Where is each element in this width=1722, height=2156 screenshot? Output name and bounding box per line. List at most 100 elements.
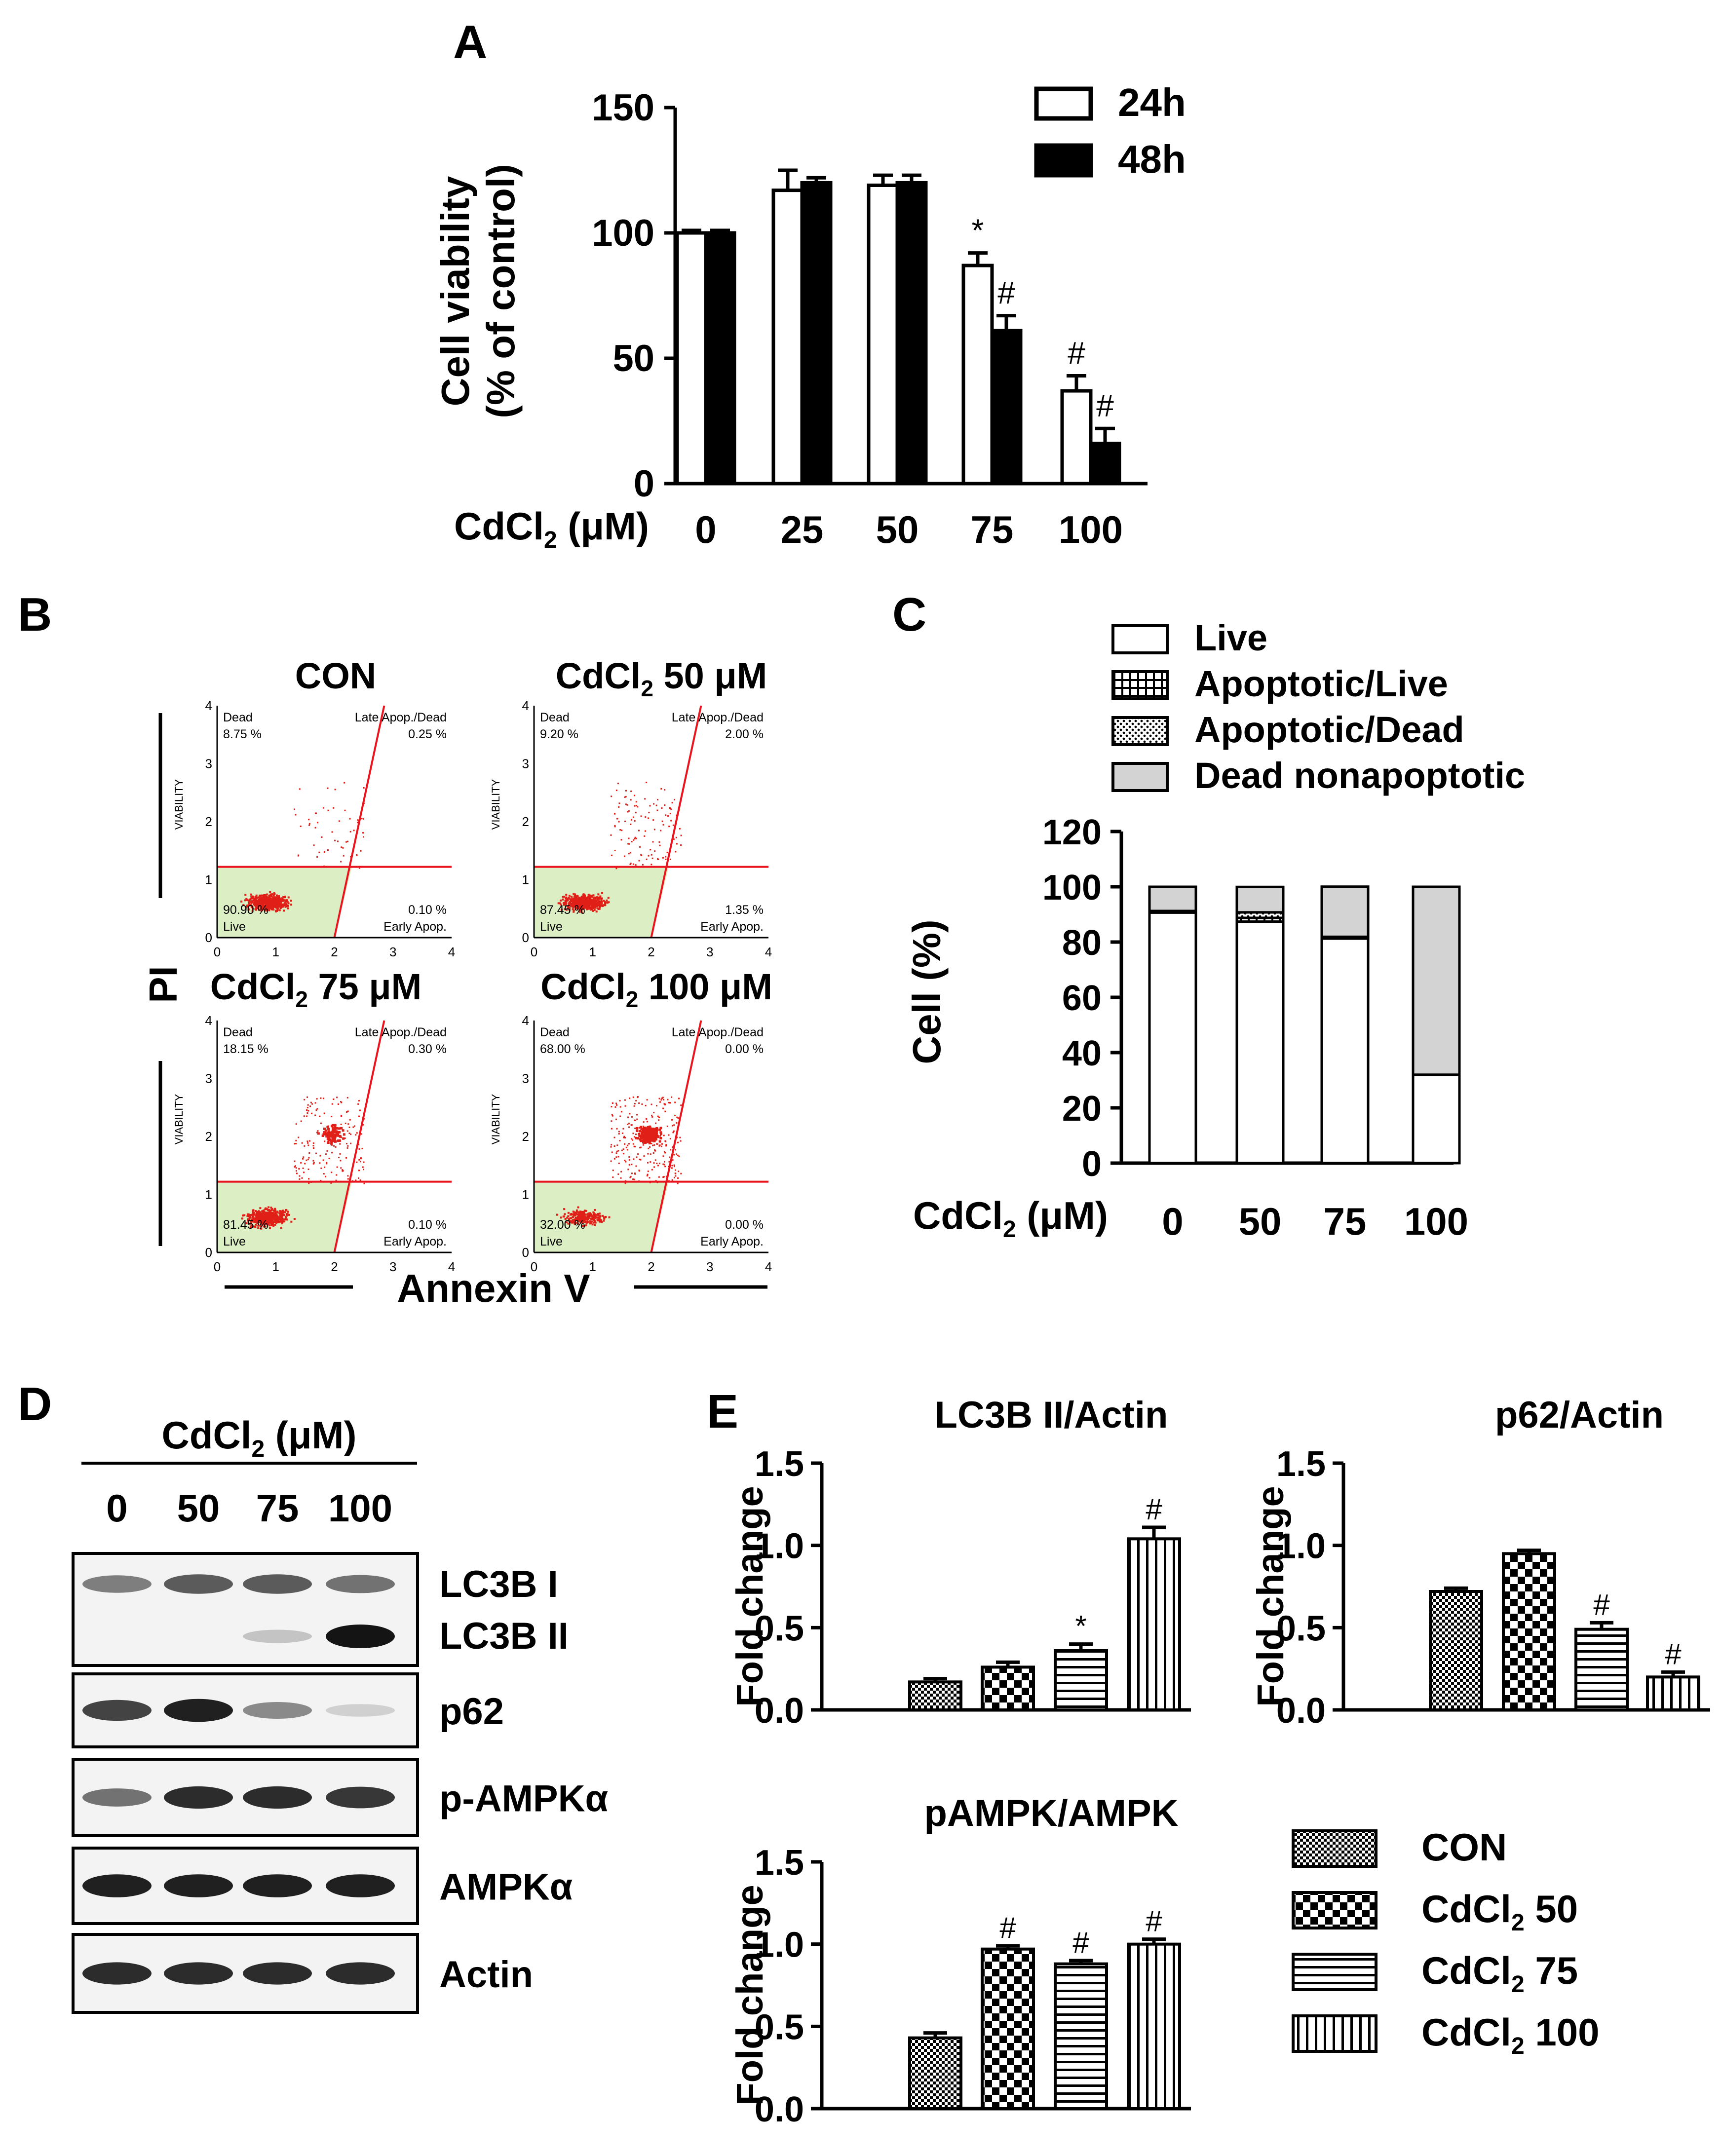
flow-dot — [652, 841, 654, 843]
bar-CdCl2-75 — [1054, 1649, 1108, 1711]
flow-dot — [287, 905, 289, 907]
quadrant-label-live: Live — [223, 1235, 246, 1248]
stacked-segment — [1148, 910, 1197, 1165]
flow-dot — [623, 855, 625, 857]
flow-dot — [314, 1102, 316, 1104]
flow-dot — [627, 1116, 629, 1118]
flow-dot — [295, 1167, 297, 1169]
flow-dot — [282, 906, 284, 908]
flow-dot — [348, 1126, 350, 1128]
flow-dot — [628, 1123, 630, 1125]
flow-plot: CON 00 1 1 2 2 3 3 4 4 VIABILITY Dead 8.75 % Late Apo… — [173, 655, 455, 959]
flow-dot — [584, 904, 586, 907]
flow-dot — [676, 1122, 678, 1124]
flow-dot — [646, 1121, 648, 1123]
flow-dot — [590, 899, 592, 901]
flow-dot — [664, 804, 666, 806]
flow-dot — [259, 904, 261, 906]
flow-dot — [259, 1225, 262, 1227]
flow-dot — [270, 898, 272, 900]
flow-dot — [648, 1134, 651, 1136]
flow-dot — [324, 1140, 326, 1142]
flow-dot — [287, 1210, 289, 1213]
flow-dot — [343, 855, 344, 857]
flow-dot — [268, 900, 270, 903]
flow-dot — [654, 1150, 656, 1152]
blot-row: Actin — [72, 1933, 533, 2014]
flow-dot — [588, 906, 591, 908]
flow-dot — [634, 1128, 636, 1130]
legend-label-48h: 48h — [1118, 137, 1186, 181]
flow-dot — [580, 904, 583, 906]
flow-dot — [341, 1115, 343, 1117]
blot-band — [326, 1874, 395, 1897]
flow-dot — [648, 1131, 651, 1134]
flow-dot — [640, 1128, 643, 1131]
flow-dot — [293, 808, 295, 810]
flow-dot — [660, 1099, 662, 1101]
bar-24h — [1060, 389, 1093, 486]
flow-dot — [593, 898, 595, 901]
flow-y-tick: 2 — [522, 1129, 529, 1144]
flow-dot — [615, 1152, 617, 1154]
flow-dot — [300, 825, 302, 827]
x-tick-label: 25 — [781, 508, 824, 551]
flow-dot — [255, 1223, 257, 1226]
quadrant-label-dead: Dead — [223, 1025, 253, 1039]
flow-dot — [588, 899, 591, 901]
flow-dot — [644, 798, 646, 800]
flow-dot — [652, 1132, 655, 1135]
flow-dot — [265, 1220, 268, 1223]
flow-dot — [286, 1214, 288, 1217]
flow-dot — [638, 1170, 640, 1172]
flow-dot — [619, 1115, 621, 1117]
flow-dot — [569, 902, 572, 905]
flow-dot — [363, 787, 365, 789]
blot-label: Actin — [439, 1954, 533, 1996]
flow-dot — [272, 908, 275, 911]
flow-dot — [617, 1173, 619, 1175]
flow-dot — [271, 893, 273, 896]
flow-dot — [663, 1098, 665, 1100]
flow-dot — [618, 1162, 620, 1164]
flow-dot — [270, 1220, 272, 1223]
flow-dot — [358, 1177, 360, 1179]
quadrant-value-late: 0.25 % — [408, 727, 447, 741]
flow-dot — [584, 900, 587, 902]
flow-dot — [579, 1216, 582, 1219]
flow-dot — [271, 1219, 273, 1222]
flow-dot — [317, 822, 319, 824]
flow-dot — [286, 901, 289, 903]
flow-dot — [250, 1220, 252, 1222]
flow-dot — [588, 1215, 590, 1218]
flow-dot — [559, 902, 561, 905]
flow-dot — [270, 908, 273, 910]
flow-dot — [671, 1179, 673, 1181]
flow-dot — [254, 1226, 257, 1228]
flow-dot — [671, 802, 673, 804]
bar-48h — [800, 181, 833, 486]
flow-dot — [282, 1211, 284, 1214]
legend-swatch — [1292, 1829, 1378, 1868]
flow-dot — [271, 1208, 273, 1210]
flow-dot — [612, 1115, 613, 1117]
flow-dot — [246, 1215, 249, 1217]
flow-dot — [361, 818, 363, 820]
flow-dot — [603, 1217, 606, 1220]
flow-dot — [327, 1141, 330, 1144]
flow-dot — [345, 1143, 347, 1145]
flow-dot — [585, 1222, 588, 1224]
flow-dot — [307, 1168, 309, 1170]
flow-dot — [269, 1216, 271, 1219]
flow-dot — [574, 1222, 576, 1224]
flow-x-tick: 1 — [272, 945, 279, 959]
flow-dot — [634, 794, 636, 796]
flow-dot — [277, 906, 279, 908]
blot-band — [243, 1786, 312, 1809]
flow-dot — [642, 1144, 644, 1146]
quadrant-value-dead: 8.75 % — [223, 727, 262, 741]
flow-dot — [655, 1127, 658, 1130]
flow-dot — [586, 1220, 588, 1222]
flow-dot — [611, 1106, 612, 1108]
y-tick-label: 1.0 — [755, 1527, 804, 1566]
